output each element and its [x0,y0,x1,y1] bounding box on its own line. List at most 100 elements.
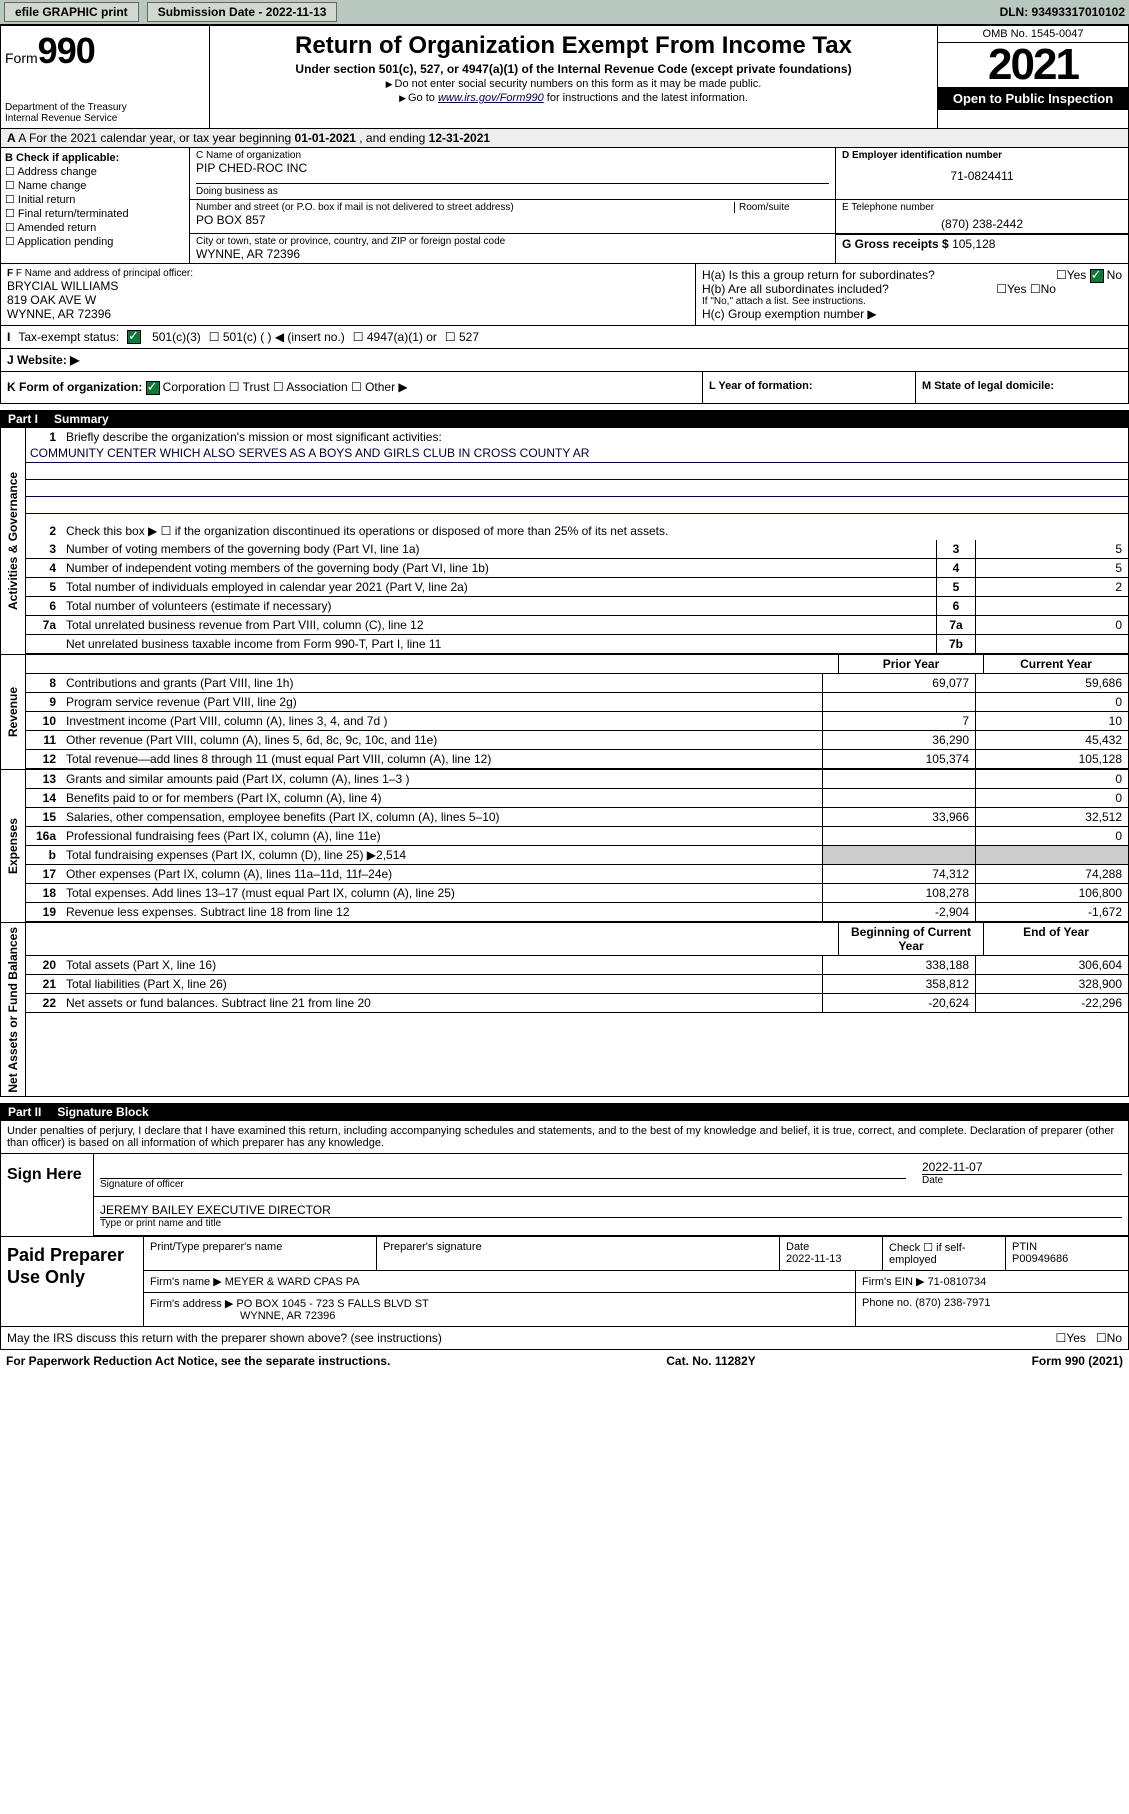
instructions-link-line: Go to www.irs.gov/Form990 for instructio… [218,92,929,104]
p11: 36,290 [822,731,975,749]
dln: DLN: 93493317010102 [1000,5,1125,19]
efile-print-button[interactable]: efile GRAPHIC print [4,2,139,22]
telephone-field: E Telephone number (870) 238-2442 [836,200,1128,233]
l16b: Total fundraising expenses (Part IX, col… [62,846,822,864]
side-net-assets: Net Assets or Fund Balances [1,923,26,1097]
discuss-preparer-row: May the IRS discuss this return with the… [0,1327,1129,1350]
l3: Number of voting members of the governin… [62,540,936,558]
c21: 328,900 [975,975,1128,993]
v5: 2 [975,578,1128,596]
p17: 74,312 [822,865,975,883]
cb-initial-return[interactable]: ☐ Initial return [5,193,185,206]
cb-amended[interactable]: ☐ Amended return [5,221,185,234]
l9: Program service revenue (Part VIII, line… [62,693,822,711]
p21: 358,812 [822,975,975,993]
sig-date-val: 2022-11-07 [922,1160,1122,1174]
ptin: PTINP00949686 [1006,1237,1128,1270]
cb-app-pending[interactable]: ☐ Application pending [5,235,185,248]
address-field: Number and street (or P.O. box if mail i… [190,200,836,233]
l2: Check this box ▶ ☐ if the organization d… [62,522,1128,540]
begin-year-hdr: Beginning of Current Year [838,923,983,955]
cb-501c3[interactable] [127,330,141,344]
c11: 45,432 [975,731,1128,749]
cb-name-change[interactable]: ☐ Name change [5,179,185,192]
city-field: City or town, state or province, country… [190,234,836,263]
part-1-header: Part ISummary [0,410,1129,428]
section-b: B Check if applicable: ☐ Address change … [1,148,190,263]
p8: 69,077 [822,674,975,692]
p9 [822,693,975,711]
firm-phone: Phone no. (870) 238-7971 [856,1293,1128,1326]
l4: Number of independent voting members of … [62,559,936,577]
v7b [975,635,1128,653]
state-domicile: M State of legal domicile: [916,372,1128,403]
l13: Grants and similar amounts paid (Part IX… [62,770,822,788]
l20: Total assets (Part X, line 16) [62,956,822,974]
preparer-name-hdr: Print/Type preparer's name [144,1237,377,1270]
l8: Contributions and grants (Part VIII, lin… [62,674,822,692]
v6 [975,597,1128,615]
ein-field: D Employer identification number 71-0824… [836,148,1128,199]
p19: -2,904 [822,903,975,921]
l10: Investment income (Part VIII, column (A)… [62,712,822,730]
l5: Total number of individuals employed in … [62,578,936,596]
cb-corporation[interactable] [146,381,160,395]
l19: Revenue less expenses. Subtract line 18 … [62,903,822,921]
l14: Benefits paid to or for members (Part IX… [62,789,822,807]
footer: For Paperwork Reduction Act Notice, see … [0,1350,1129,1372]
form-ref: Form 990 (2021) [1032,1354,1123,1368]
irs-label: Internal Revenue Service [5,113,205,124]
cat-no: Cat. No. 11282Y [666,1354,755,1368]
row-f-h: F F Name and address of principal office… [0,264,1129,326]
self-employed-check[interactable]: Check ☐ if self-employed [883,1237,1006,1270]
l11: Other revenue (Part VIII, column (A), li… [62,731,822,749]
l21: Total liabilities (Part X, line 26) [62,975,822,993]
l22: Net assets or fund balances. Subtract li… [62,994,822,1012]
preparer-date: Date2022-11-13 [780,1237,883,1270]
instructions-link[interactable]: www.irs.gov/Form990 [438,92,544,104]
row-j-website: J Website: ▶ [0,349,1129,372]
c17: 74,288 [975,865,1128,883]
prior-year-hdr: Prior Year [838,655,983,673]
l7b: Net unrelated business taxable income fr… [62,635,936,653]
gross-receipts: G Gross receipts $ 105,128 [836,234,1128,263]
form-subtitle: Under section 501(c), 527, or 4947(a)(1)… [218,62,929,76]
cb-address-change[interactable]: ☐ Address change [5,165,185,178]
l15: Salaries, other compensation, employee b… [62,808,822,826]
l12: Total revenue—add lines 8 through 11 (mu… [62,750,822,768]
row-k-l-m: K Form of organization: Corporation ☐ Tr… [0,372,1129,404]
officer-name: JEREMY BAILEY EXECUTIVE DIRECTOR [100,1203,1122,1217]
p16b [822,846,975,864]
dept-treasury: Department of the Treasury [5,102,205,113]
l17: Other expenses (Part IX, column (A), lin… [62,865,822,883]
c20: 306,604 [975,956,1128,974]
l1-label: Briefly describe the organization's miss… [62,428,1128,446]
row-a-tax-year: A A For the 2021 calendar year, or tax y… [0,129,1129,148]
p18: 108,278 [822,884,975,902]
principal-officer: F F Name and address of principal office… [1,264,696,325]
form-title: Return of Organization Exempt From Incom… [218,32,929,60]
form-number: Form990 [5,30,205,72]
sign-here-label: Sign Here [1,1154,94,1236]
side-expenses: Expenses [1,770,26,922]
section-h: H(a) Is this a group return for subordin… [696,264,1128,325]
v4: 5 [975,559,1128,577]
p16a [822,827,975,845]
firm-address: Firm's address ▶ PO BOX 1045 - 723 S FAL… [144,1293,856,1326]
current-year-hdr: Current Year [983,655,1128,673]
c18: 106,800 [975,884,1128,902]
p22: -20,624 [822,994,975,1012]
c16a: 0 [975,827,1128,845]
preparer-sig-hdr: Preparer's signature [377,1237,780,1270]
side-governance: Activities & Governance [1,428,26,654]
p20: 338,188 [822,956,975,974]
firm-ein: Firm's EIN ▶ 71-0810734 [856,1271,1128,1292]
l18: Total expenses. Add lines 13–17 (must eq… [62,884,822,902]
mission-text: COMMUNITY CENTER WHICH ALSO SERVES AS A … [26,446,1128,463]
row-i-tax-exempt: ITax-exempt status: 501(c)(3) ☐ 501(c) (… [0,326,1129,349]
l6: Total number of volunteers (estimate if … [62,597,936,615]
side-revenue: Revenue [1,655,26,769]
paid-preparer: Paid Preparer Use Only Print/Type prepar… [0,1237,1129,1327]
v7a: 0 [975,616,1128,634]
cb-final-return[interactable]: ☐ Final return/terminated [5,207,185,220]
